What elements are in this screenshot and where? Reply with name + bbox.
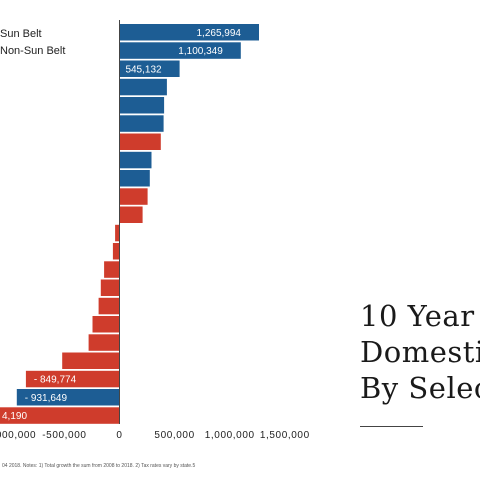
- title-line-3: By Select: [360, 371, 480, 405]
- bar-4: [119, 78, 167, 96]
- bar-18: [88, 334, 120, 351]
- x-tick-label-4: 500,000: [154, 430, 194, 441]
- title-line-1: 10 Year: [360, 299, 475, 333]
- bar-1: [119, 24, 259, 41]
- footnote: 04 2018. Notes: 1) Total growth the sum …: [2, 463, 195, 469]
- bar-2: [119, 42, 241, 59]
- bar-8: [119, 151, 152, 169]
- bar-22: [0, 407, 120, 424]
- bar-5: [119, 97, 165, 114]
- bar-16: [98, 297, 120, 315]
- x-tick-label-3: 0: [116, 430, 122, 441]
- bar-13: [112, 243, 120, 260]
- legend-entry-non-sun-belt: Non-Sun Belt: [0, 45, 65, 57]
- bar-14: [104, 261, 120, 278]
- chart-title: 10 Year Domesti By Select: [360, 298, 480, 430]
- title-underline: [360, 426, 423, 427]
- bar-6: [119, 115, 164, 132]
- bar-12: [115, 224, 120, 242]
- x-tick-label-2: -500,000: [42, 430, 86, 441]
- bar-label-22: 4,190: [2, 411, 27, 422]
- bar-3: [119, 60, 180, 77]
- title-line-2: Domesti: [360, 335, 480, 369]
- bar-7: [119, 133, 161, 150]
- bar-label-2: 1,100,349: [178, 46, 223, 57]
- x-tick-label-5: 1,000,000: [205, 430, 255, 441]
- bar-20: [25, 370, 120, 388]
- bar-9: [119, 170, 150, 187]
- x-tick-label-6: 1,500,000: [260, 430, 310, 441]
- bar-11: [119, 206, 143, 223]
- legend: Sun Belt Non-Sun Belt: [0, 28, 65, 57]
- bar-label-21: - 931,649: [25, 393, 68, 404]
- bar-21: [16, 389, 120, 406]
- bar-15: [100, 279, 120, 296]
- bars-layer: 1,265,994 1,100,349 545,132 - 849,774 - 931,…: [0, 24, 259, 424]
- legend-entry-sun-belt: Sun Belt: [0, 28, 42, 40]
- bar-10: [119, 188, 148, 205]
- bar-label-20: - 849,774: [34, 375, 77, 386]
- x-axis-ticks: -1,000,000 -500,000 0 500,000 1,000,000 1,500…: [0, 430, 310, 441]
- bar-label-3: 545,132: [125, 64, 162, 75]
- x-tick-label-1: -1,000,000: [0, 430, 36, 441]
- bar-label-1: 1,265,994: [197, 28, 242, 39]
- bar-19: [62, 352, 120, 369]
- bar-17: [92, 316, 120, 333]
